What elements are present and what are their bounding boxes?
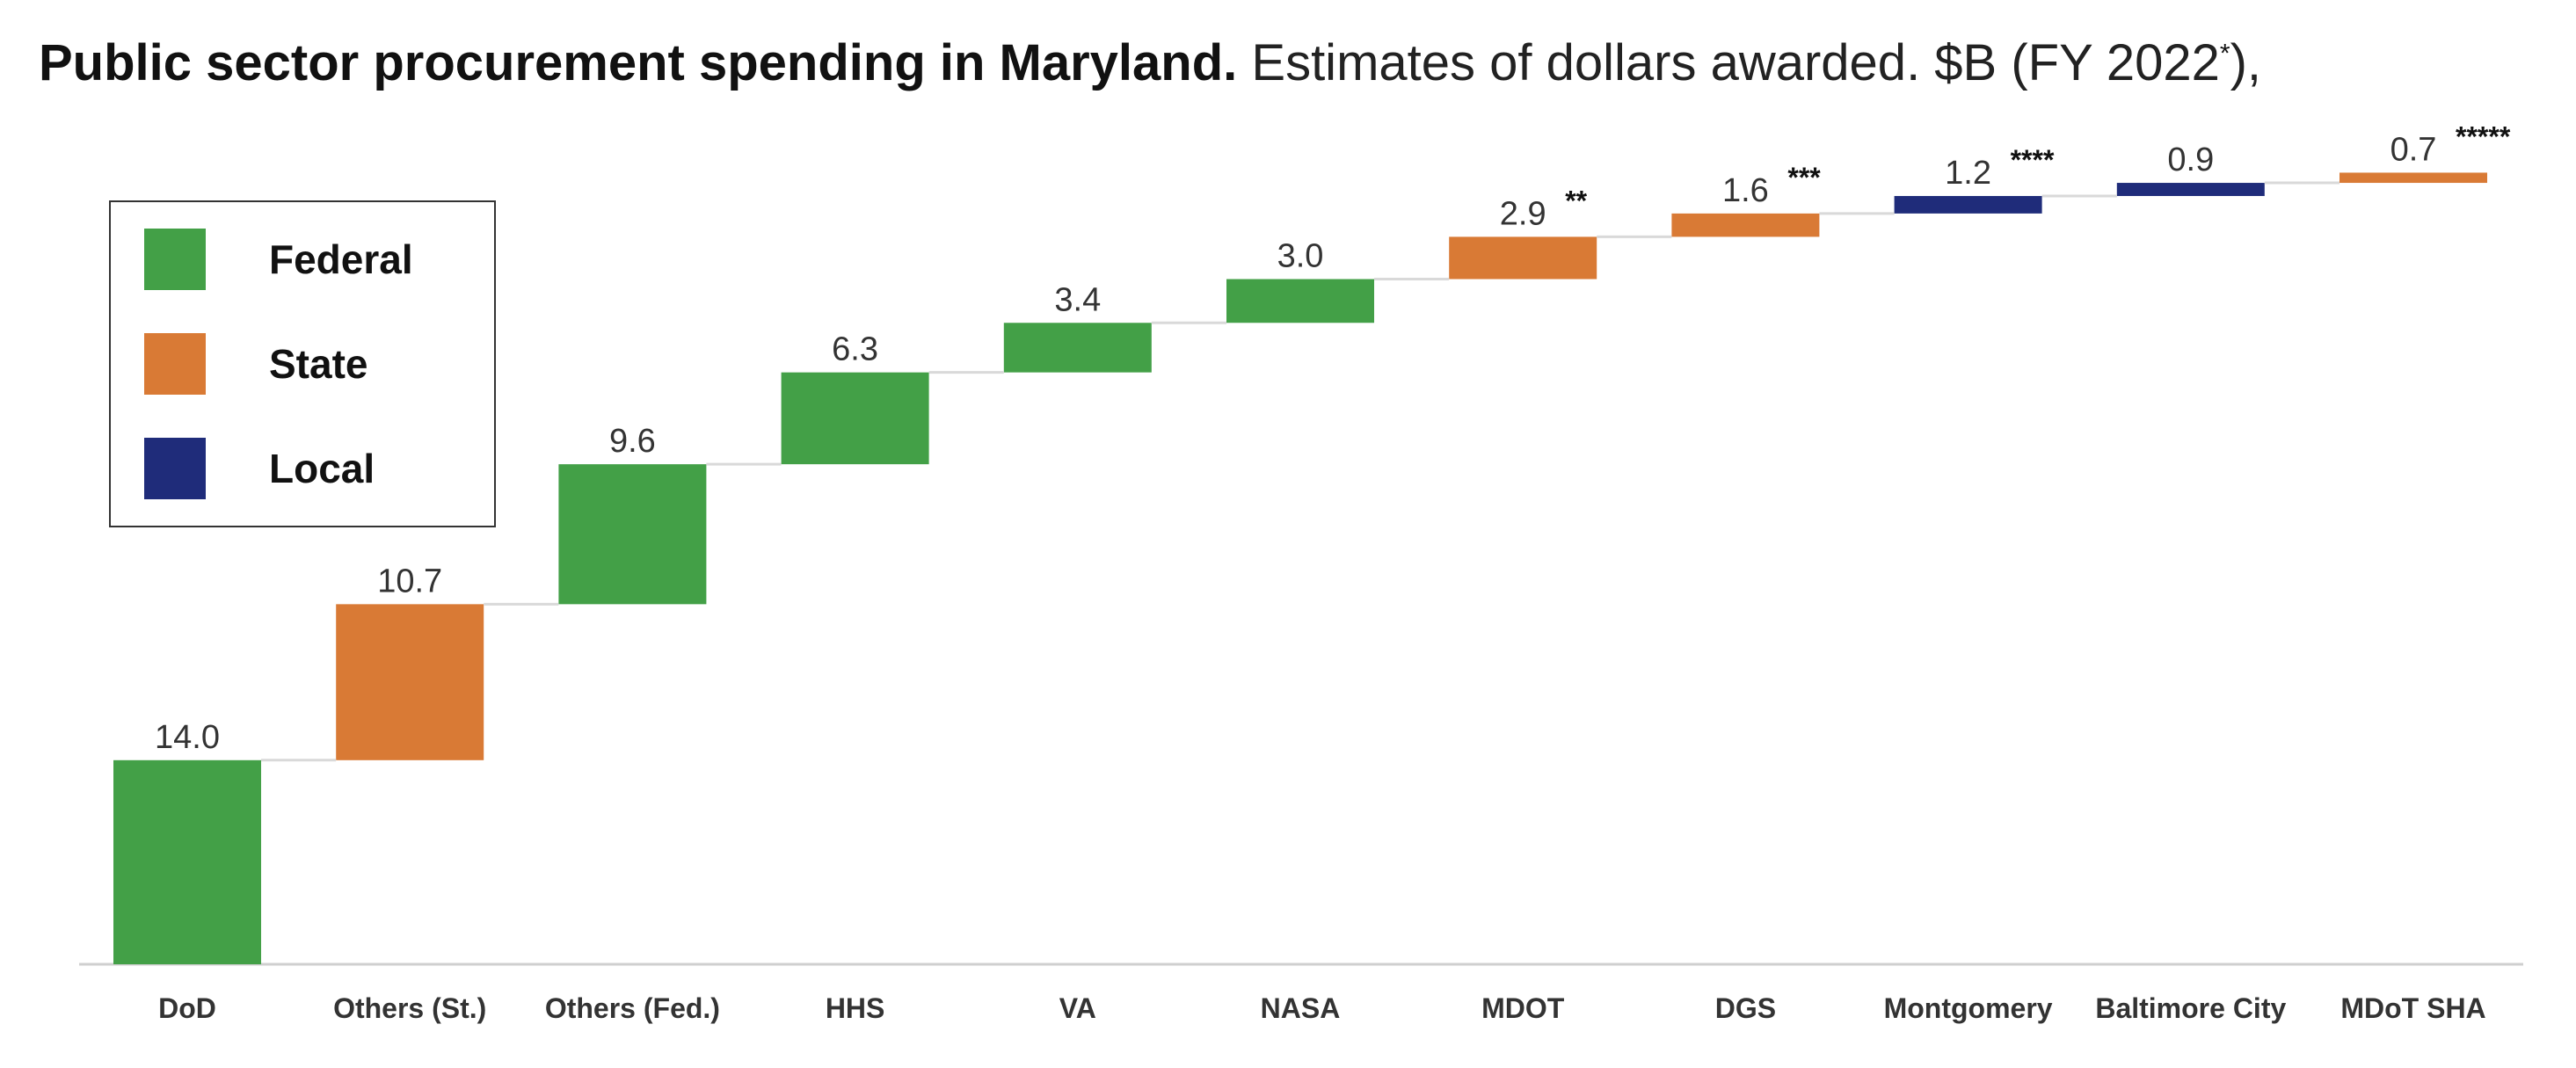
data-label: 0.7 [2390,131,2437,168]
legend-label-state: State [269,341,368,387]
footnote-annotation: *** [1787,162,1821,193]
chart-title: Public sector procurement spending in Ma… [39,33,2261,92]
data-label: 2.9 [1500,195,1546,232]
footnote-annotation: ** [1565,185,1587,216]
bar [1894,195,2042,214]
bar [1671,213,1820,237]
legend-label-federal: Federal [269,236,413,282]
x-tick-label: HHS [826,992,885,1024]
footnote-annotation: ***** [2456,120,2511,152]
chart-title-footnote-mark: * [2219,39,2230,69]
data-label: 14.0 [155,719,220,756]
x-tick-label: Baltimore City [2095,992,2286,1024]
data-label: 3.4 [1054,281,1101,318]
data-label: 9.6 [609,423,656,460]
legend-swatch-federal [144,229,206,290]
bar [336,604,484,760]
data-label: 6.3 [832,331,878,368]
footnote-annotation: **** [2011,144,2055,176]
legend-swatch-state [144,333,206,395]
data-label: 10.7 [377,563,442,599]
legend-swatch-local [144,438,206,499]
chart-title-bold: Public sector procurement spending in Ma… [39,34,1238,91]
x-tick-label: Others (St.) [333,992,486,1024]
data-label: 3.0 [1277,238,1324,275]
legend-label-local: Local [269,446,375,491]
bar [2340,172,2487,184]
data-label: 0.9 [2167,142,2214,178]
chart-legend: Federal State Local [109,200,496,527]
data-label: 1.6 [1722,172,1769,209]
bar [781,372,929,465]
bar [1449,236,1597,280]
x-tick-label: Montgomery [1884,992,2053,1024]
bar [558,464,707,605]
x-tick-label: VA [1059,992,1096,1024]
legend-item-state: State [144,333,367,395]
x-tick-label: MDoT SHA [2340,992,2485,1024]
data-label: 1.2 [1945,155,1991,192]
bar [113,759,261,964]
bar [1003,323,1152,373]
x-tick-label: DoD [158,992,216,1024]
x-tick-label: MDOT [1481,992,1565,1024]
legend-item-federal: Federal [144,229,413,290]
x-tick-label: NASA [1261,992,1341,1024]
bar [1226,279,1374,323]
legend-item-local: Local [144,438,375,499]
x-tick-label: DGS [1715,992,1776,1024]
chart-title-subtitle: Estimates of dollars awarded. $B (FY 202… [1237,34,2220,91]
bar [2116,183,2265,196]
x-tick-label: Others (Fed.) [545,992,720,1024]
chart-title-end: ), [2230,34,2261,91]
